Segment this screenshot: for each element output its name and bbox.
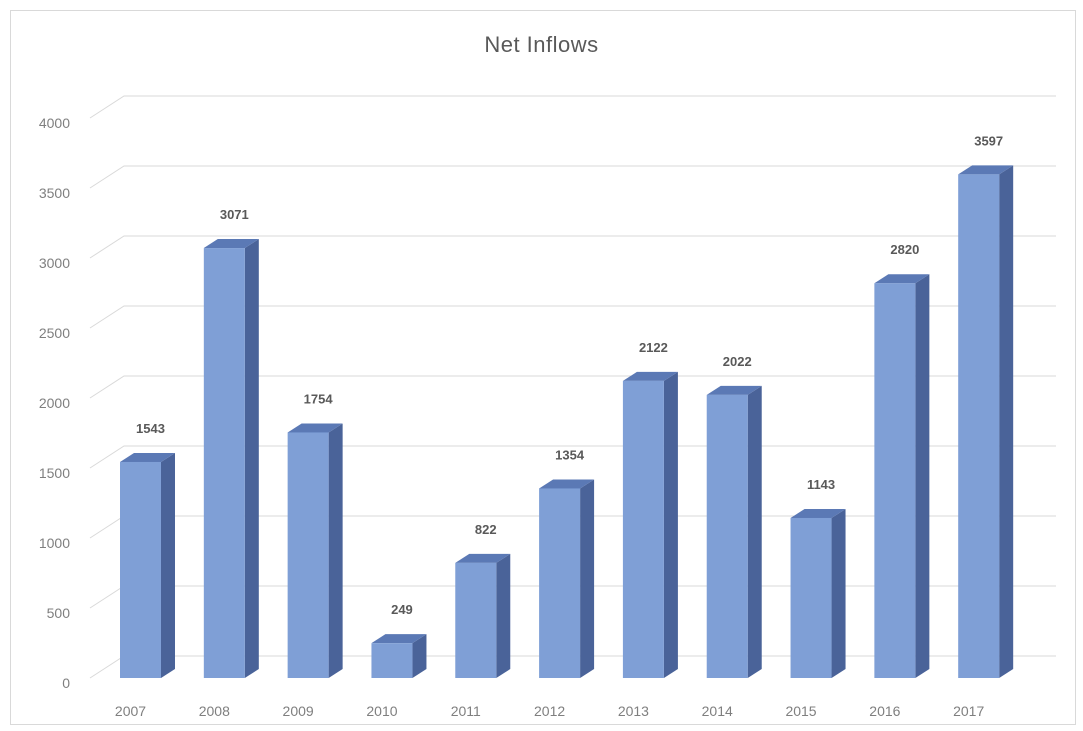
data-label: 3597 — [974, 133, 1003, 148]
bar-front — [539, 488, 581, 678]
bar-front — [958, 174, 1000, 679]
bar-front — [120, 461, 161, 678]
data-label: 249 — [391, 602, 413, 617]
bar-side — [663, 371, 678, 678]
gridline — [89, 235, 1056, 259]
x-tick-label: 2009 — [283, 703, 314, 719]
bar-top — [287, 423, 343, 433]
x-tick-label: 2010 — [366, 703, 397, 719]
data-label: 822 — [475, 522, 497, 537]
gridline — [89, 305, 1056, 329]
bar-2012: 1354 — [539, 447, 595, 678]
bar-front — [790, 517, 832, 678]
bar-side — [747, 385, 762, 678]
bar-front — [203, 248, 245, 678]
data-label: 3071 — [220, 207, 249, 222]
x-tick-label: 2017 — [953, 703, 984, 719]
x-tick-label: 2007 — [115, 703, 146, 719]
bar-top — [371, 634, 427, 644]
bar-side — [580, 479, 595, 678]
data-label: 1143 — [807, 477, 835, 492]
bar-2009: 1754 — [287, 391, 343, 678]
bar-front — [287, 432, 329, 678]
data-label: 1754 — [304, 391, 334, 406]
data-label: 2122 — [639, 340, 668, 355]
bars: 1543 3071 1754 249 822 1354 2122 2022 1143 2820 35… — [120, 133, 1014, 679]
x-tick-label: 2008 — [199, 703, 230, 719]
bar-front — [371, 643, 413, 678]
bar-2014: 2022 — [706, 354, 762, 678]
y-tick-label: 1500 — [39, 465, 70, 481]
bar-top — [539, 479, 595, 489]
bar-2010: 249 — [371, 602, 427, 678]
y-tick-label: 1000 — [39, 535, 70, 551]
x-tick-label: 2012 — [534, 703, 565, 719]
x-tick-label: 2013 — [618, 703, 649, 719]
x-tick-label: 2016 — [869, 703, 900, 719]
bar-2007: 1543 — [120, 421, 175, 678]
data-label: 1543 — [136, 421, 165, 436]
data-label: 2820 — [890, 242, 919, 257]
chart-title: Net Inflows — [484, 32, 599, 57]
bar-2015: 1143 — [790, 477, 846, 678]
bar-side — [412, 634, 427, 678]
y-tick-label: 3000 — [39, 255, 70, 271]
bar-top — [706, 385, 762, 395]
x-axis-ticks: 2007 2008 2009 2010 2011 2012 2013 2014 2015 2016… — [115, 703, 985, 719]
data-label: 2022 — [723, 354, 752, 369]
x-tick-label: 2014 — [702, 703, 733, 719]
y-tick-label: 2000 — [39, 395, 70, 411]
gridline — [89, 95, 1056, 119]
y-tick-label: 500 — [47, 605, 71, 621]
bar-2008: 3071 — [203, 207, 259, 678]
data-label: 1354 — [555, 447, 585, 462]
bar-2011: 822 — [455, 522, 511, 678]
x-tick-label: 2015 — [785, 703, 816, 719]
bar-side — [161, 452, 175, 678]
bar-front — [874, 283, 916, 678]
bar-2016: 2820 — [874, 242, 930, 678]
bar-top — [874, 274, 930, 284]
y-tick-label: 0 — [62, 675, 70, 691]
bar-side — [328, 423, 343, 678]
x-tick-label: 2011 — [451, 703, 481, 719]
bar-top — [958, 165, 1014, 175]
bar-front — [622, 380, 664, 678]
y-tick-label: 2500 — [39, 325, 70, 341]
gridline — [89, 375, 1056, 399]
bar-top — [203, 239, 259, 249]
bar-side — [915, 274, 930, 678]
bar-side — [244, 239, 259, 678]
bar-top — [455, 553, 511, 563]
bar-2017: 3597 — [958, 133, 1014, 679]
bar-2013: 2122 — [622, 340, 678, 678]
bar-top — [622, 371, 678, 381]
bar-side — [999, 165, 1014, 679]
bar-front — [706, 394, 748, 678]
bar-top — [790, 508, 846, 518]
bar-top — [120, 452, 175, 462]
y-tick-label: 4000 — [39, 115, 70, 131]
bar-side — [831, 508, 846, 678]
gridline — [89, 165, 1056, 189]
y-tick-label: 3500 — [39, 185, 70, 201]
bar-side — [496, 553, 511, 678]
bar-front — [455, 562, 497, 678]
y-axis-ticks: 0 500 1000 1500 2000 2500 3000 3500 4000 — [39, 115, 70, 691]
